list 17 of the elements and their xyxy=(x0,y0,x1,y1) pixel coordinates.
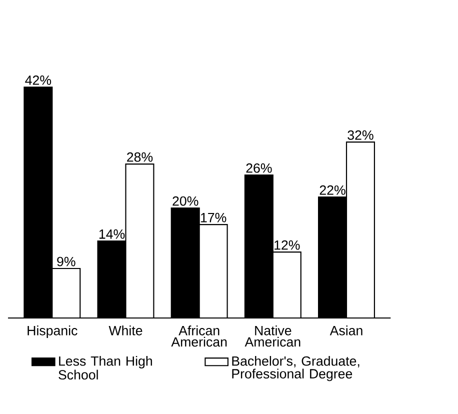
data-label: 28% xyxy=(127,152,153,162)
data-label: 17% xyxy=(200,212,226,222)
data-label: 42% xyxy=(25,75,52,85)
data-label: 22% xyxy=(320,185,346,195)
x-tick-label: Asian xyxy=(330,326,362,336)
data-label: 20% xyxy=(172,196,198,206)
data-label: 9% xyxy=(57,256,76,266)
data-label: 12% xyxy=(274,240,300,250)
data-label: 32% xyxy=(348,130,374,140)
x-tick-label: African American xyxy=(171,326,227,347)
x-tick-label: White xyxy=(108,326,142,336)
legend-label: Less Than High School xyxy=(58,356,152,380)
data-label: 14% xyxy=(99,229,125,239)
legend-label: Bachelor's, Graduate, Professional Degree xyxy=(232,356,360,382)
x-tick-label: Native American xyxy=(244,326,300,347)
x-tick-label: Hispanic xyxy=(28,326,78,338)
data-label: 26% xyxy=(246,163,272,173)
